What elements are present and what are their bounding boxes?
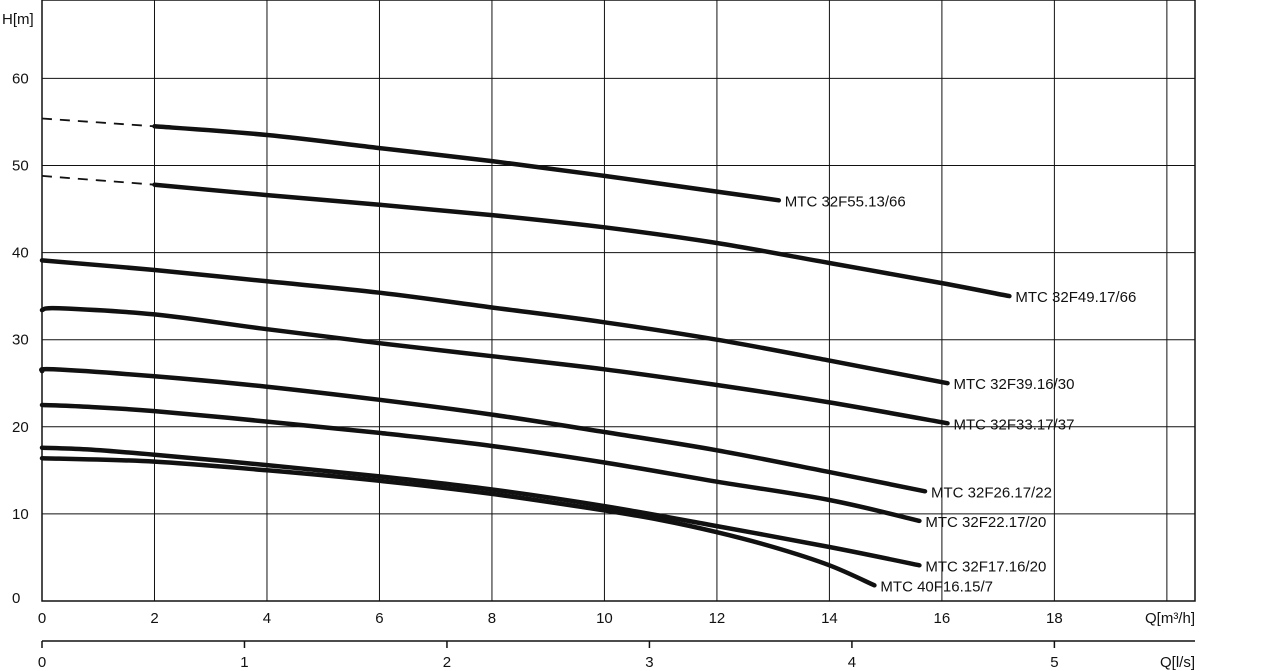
x-tick-label: 14 — [821, 610, 838, 627]
y-axis-label: H[m] — [2, 11, 34, 28]
y-tick-label: 20 — [12, 419, 29, 436]
x2-tick-label: 3 — [645, 654, 653, 671]
series — [39, 117, 1012, 588]
series-line-dashed — [41, 175, 155, 186]
plot-frame — [41, 0, 1196, 602]
x-tick-label: 12 — [709, 610, 726, 627]
x2-tick-label: 4 — [848, 654, 856, 671]
series-label: MTC 40F16.15/7 — [880, 578, 993, 595]
series-label: MTC 32F17.16/20 — [925, 558, 1046, 575]
x-axis-label: Q[m³/h] — [1145, 610, 1195, 627]
series-line — [39, 455, 877, 588]
grid — [41, 0, 1196, 602]
series-line — [39, 366, 928, 494]
series-label: MTC 32F26.17/22 — [931, 484, 1052, 501]
x-tick-label: 18 — [1046, 610, 1063, 627]
series-line — [152, 182, 1012, 299]
series-label: MTC 32F49.17/66 — [1015, 289, 1136, 306]
series-labels: MTC 32F55.13/66 MTC 32F49.17/66 MTC 32F39.… — [785, 193, 1137, 595]
series-line — [39, 402, 922, 524]
x2-tick-label: 2 — [443, 654, 451, 671]
series-line — [152, 124, 782, 203]
x2-tick-label: 5 — [1050, 654, 1058, 671]
x-tick-label: 0 — [38, 610, 46, 627]
series-label: MTC 32F22.17/20 — [925, 514, 1046, 531]
x-tick-label: 6 — [375, 610, 383, 627]
series-label: MTC 32F39.16/30 — [954, 376, 1075, 393]
series-line — [39, 445, 922, 568]
series-label: MTC 32F33.17/37 — [954, 416, 1075, 433]
x2-axis-label: Q[l/s] — [1160, 654, 1195, 671]
series-label: MTC 32F55.13/66 — [785, 193, 906, 210]
y-tick-label: 30 — [12, 332, 29, 349]
x-tick-label: 2 — [150, 610, 158, 627]
x-tick-label: 10 — [596, 610, 613, 627]
series-line — [39, 258, 950, 386]
y-tick-label: 40 — [12, 245, 29, 262]
series-line — [39, 305, 950, 426]
series-line-dashed — [41, 117, 155, 128]
x2-tick-label: 0 — [38, 654, 46, 671]
y-tick-label: 10 — [12, 506, 29, 523]
x-tick-label: 4 — [263, 610, 271, 627]
y-tick-label: 60 — [12, 70, 29, 87]
x-tick-label: 16 — [934, 610, 951, 627]
y-tick-label: 50 — [12, 157, 29, 174]
x-tick-label: 8 — [488, 610, 496, 627]
x2-tick-label: 1 — [240, 654, 248, 671]
y-tick-label: 0 — [12, 590, 20, 607]
